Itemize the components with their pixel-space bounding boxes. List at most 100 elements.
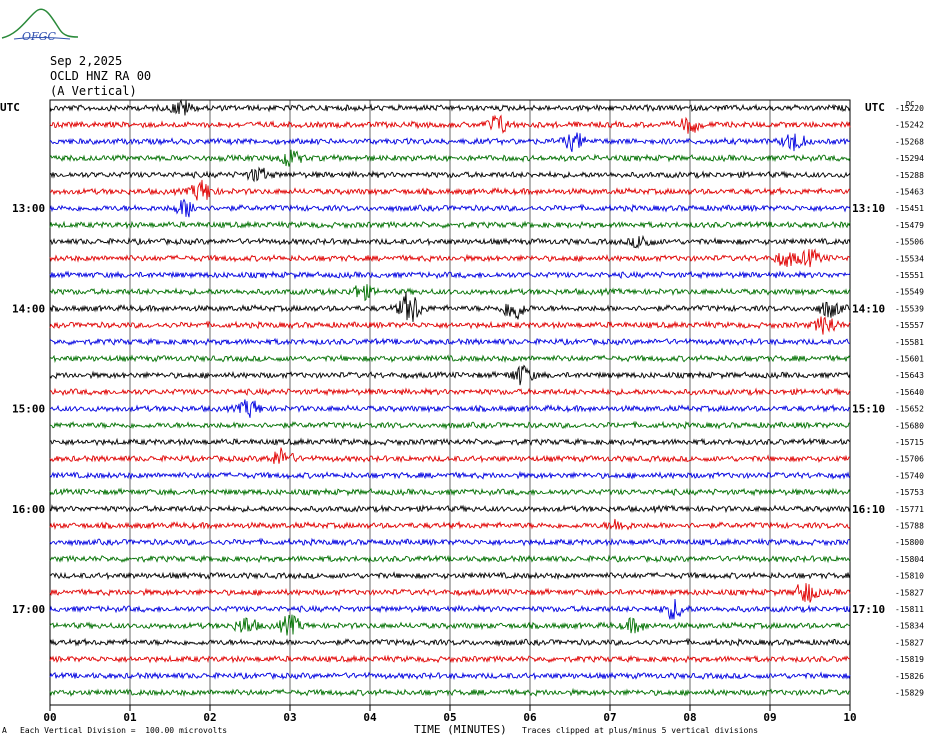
x-tick-label: 03 <box>283 711 296 724</box>
dc-offset-label: -15549 <box>895 288 924 297</box>
left-time-label: 13:00 <box>12 202 45 215</box>
trace-line-row-1 <box>49 114 851 134</box>
logo-icon: OFGC <box>1 8 79 43</box>
dc-offset-label: -15788 <box>895 522 924 531</box>
x-tick-label: 10 <box>843 711 856 724</box>
station-label: OCLD HNZ RA 00 <box>50 69 152 83</box>
dc-offset-label: -15294 <box>895 154 924 163</box>
x-tick-label: 04 <box>363 711 377 724</box>
x-tick-label: 07 <box>603 711 616 724</box>
left-time-label: 14:00 <box>12 302 45 315</box>
left-time-label: 17:00 <box>12 603 45 616</box>
trace-line-row-13 <box>49 316 851 335</box>
x-tick-label: 01 <box>123 711 137 724</box>
trace-line-row-22 <box>49 470 851 480</box>
trace-line-row-20 <box>49 437 851 447</box>
trace-line-row-12 <box>49 291 851 322</box>
trace-line-row-7 <box>49 220 851 230</box>
x-tick-label: 06 <box>523 711 537 724</box>
trace-line-row-33 <box>49 654 851 664</box>
x-tick-label: 05 <box>443 711 456 724</box>
trace-line-row-2 <box>49 132 851 153</box>
trace-line-row-35 <box>49 687 851 697</box>
dc-offset-label: -15715 <box>895 438 924 447</box>
trace-line-row-15 <box>49 354 851 364</box>
dc-offset-label: -15479 <box>895 221 924 230</box>
dc-offset-label: -15242 <box>895 121 924 130</box>
dc-offset-label: -15829 <box>895 689 924 698</box>
right-time-label: 13:10 <box>852 202 885 215</box>
dc-offset-label: -15506 <box>895 238 924 247</box>
trace-line-row-34 <box>49 671 851 681</box>
x-axis-title: TIME (MINUTES) <box>414 723 507 736</box>
dc-offset-label: -15810 <box>895 572 924 581</box>
dc-offset-label: -15753 <box>895 488 924 497</box>
trace-line-row-32 <box>49 637 851 647</box>
dc-offset-label: -15557 <box>895 321 924 330</box>
trace-line-row-9 <box>49 248 851 268</box>
dc-offset-label: -15601 <box>895 355 924 364</box>
dc-offset-label: -15640 <box>895 388 924 397</box>
left-unit-label: UTC <box>0 101 20 114</box>
logo-text: OFGC <box>22 30 56 43</box>
trace-line-row-17 <box>49 387 851 397</box>
trace-line-row-10 <box>49 270 851 280</box>
trace-line-row-27 <box>49 554 851 564</box>
trace-line-row-6 <box>49 198 851 218</box>
x-tick-label: 09 <box>763 711 776 724</box>
dc-offset-label: -15819 <box>895 655 924 664</box>
component-label: (A Vertical) <box>50 84 137 98</box>
right-unit-label: UTC <box>865 101 885 114</box>
trace-line-row-0 <box>49 98 851 116</box>
dc-offset-label: -15268 <box>895 137 924 146</box>
dc-offset-label: -15451 <box>895 204 924 213</box>
x-tick-label: 02 <box>203 711 216 724</box>
dc-offset-label: -15463 <box>895 188 924 197</box>
left-time-label: 15:00 <box>12 403 45 416</box>
trace-line-row-29 <box>49 583 851 603</box>
trace-line-row-14 <box>49 337 851 347</box>
trace-line-row-21 <box>49 447 851 464</box>
trace-line-row-3 <box>49 149 851 167</box>
trace-line-row-5 <box>49 179 851 201</box>
trace-line-row-16 <box>49 364 851 386</box>
date-label: Sep 2,2025 <box>50 54 123 68</box>
right-time-label: 17:10 <box>852 603 885 616</box>
dc-offset-label: -15652 <box>895 405 924 414</box>
trace-line-row-28 <box>49 571 851 581</box>
left-time-label: 16:00 <box>12 503 45 516</box>
dc-offset-label: -15539 <box>895 304 924 313</box>
trace-line-row-31 <box>49 614 851 636</box>
dc-offset-label: -15826 <box>895 672 924 681</box>
dc-offset-label: -15706 <box>895 455 924 464</box>
dc-offset-label: -15800 <box>895 538 924 547</box>
scale-note: Each Vertical Division = 100.00 microvol… <box>20 726 228 735</box>
dc-offset-label: -15811 <box>895 605 924 614</box>
dc-offset-label: -15827 <box>895 638 924 647</box>
x-tick-label: 00 <box>43 711 56 724</box>
dc-offset-label: -15834 <box>895 622 924 631</box>
dc-offset-label: -15534 <box>895 254 924 263</box>
trace-line-row-26 <box>49 537 851 547</box>
dc-offset-label: -15680 <box>895 421 924 430</box>
dc-offset-label: -15581 <box>895 338 924 347</box>
trace-line-row-24 <box>49 504 851 514</box>
right-time-label: 16:10 <box>852 503 885 516</box>
trace-line-row-11 <box>49 284 851 302</box>
corner-mark: A <box>2 726 7 735</box>
dc-offset-label: -15551 <box>895 271 924 280</box>
right-time-label: 15:10 <box>852 403 885 416</box>
trace-line-row-8 <box>49 234 851 249</box>
dc-offset-label: -15288 <box>895 171 924 180</box>
clip-note: Traces clipped at plus/minus 5 vertical … <box>522 726 759 735</box>
trace-line-row-4 <box>49 166 851 183</box>
trace-line-row-30 <box>49 598 851 620</box>
trace-line-row-23 <box>49 487 851 497</box>
trace-line-row-18 <box>49 399 851 418</box>
trace-line-row-25 <box>49 518 851 531</box>
dc-offset-label: -15827 <box>895 588 924 597</box>
dc-offset-label: -15643 <box>895 371 924 380</box>
dc-label: DC <box>906 100 914 108</box>
x-tick-label: 08 <box>683 711 696 724</box>
